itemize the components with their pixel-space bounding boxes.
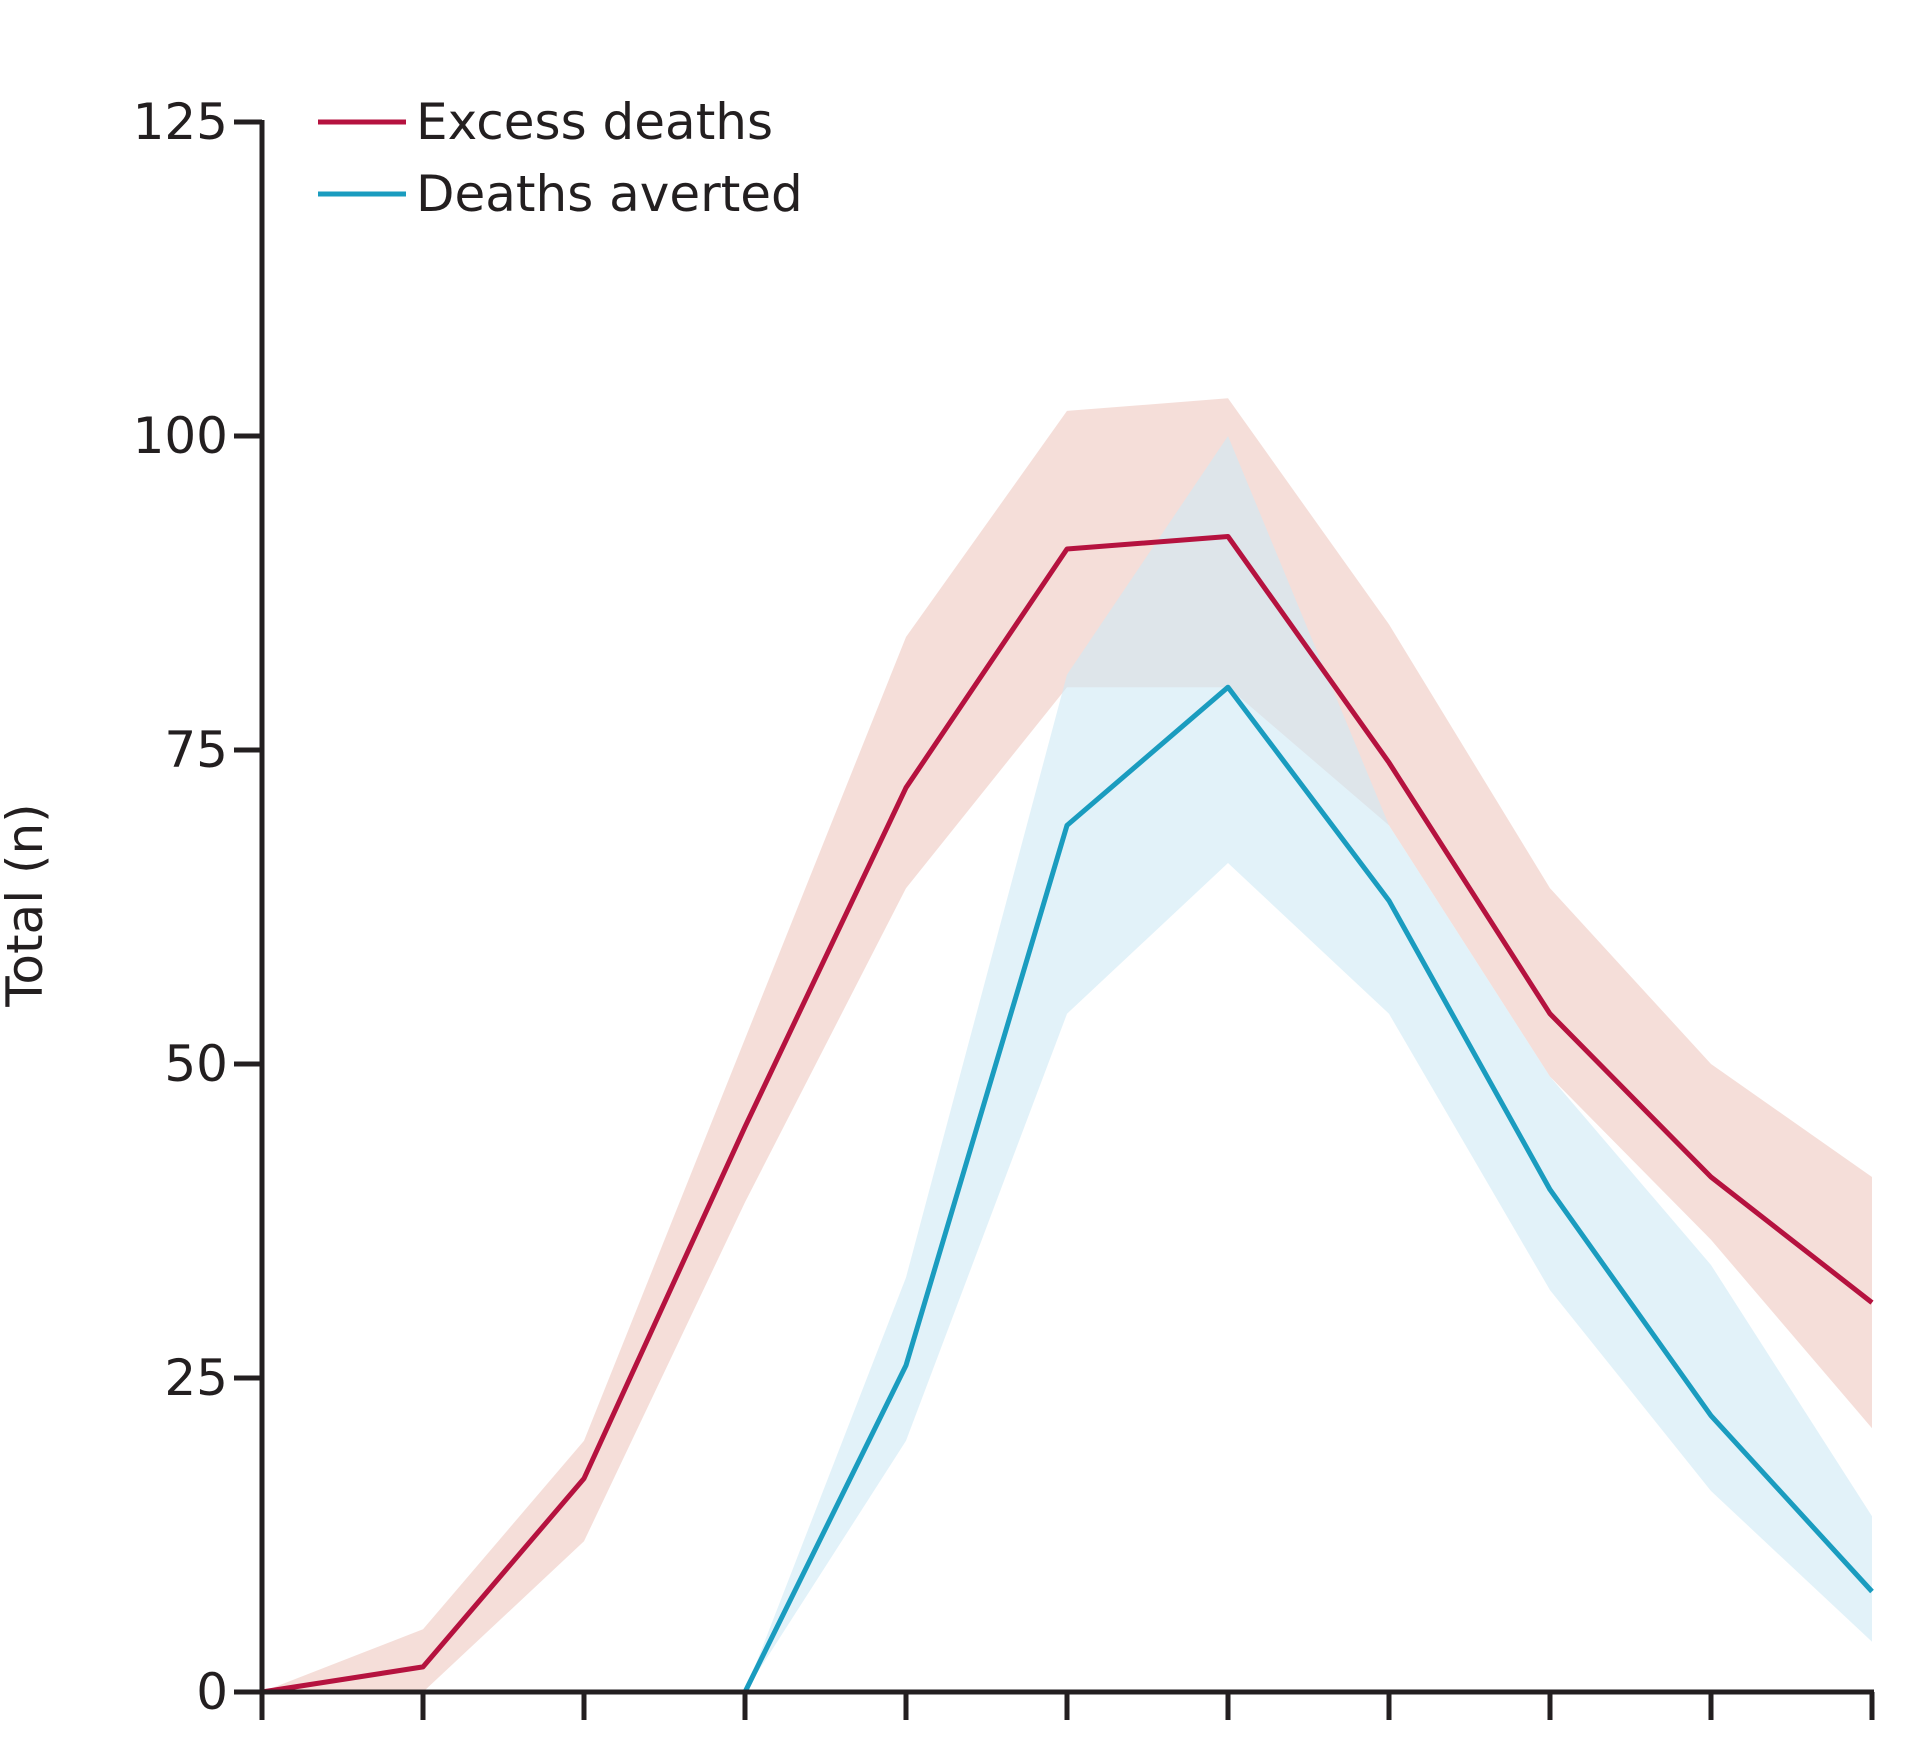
y-tick-label: 0	[196, 1663, 228, 1721]
y-tick-label: 50	[164, 1035, 228, 1093]
y-tick-label: 125	[133, 93, 228, 151]
axes	[234, 119, 1875, 1720]
y-tick-label: 100	[133, 407, 228, 465]
y-axis-title: Total (n)	[0, 803, 54, 1007]
confidence-band-excess-deaths	[262, 398, 1872, 1692]
legend: Excess deaths Deaths averted	[318, 93, 803, 223]
confidence-bands	[262, 398, 1872, 1692]
y-tick-label: 25	[164, 1349, 228, 1407]
legend-label: Deaths averted	[416, 165, 803, 223]
confidence-band-deaths-averted	[262, 436, 1872, 1692]
y-tick-labels: 0 25 50 75 100 125	[133, 93, 228, 1721]
legend-label: Excess deaths	[416, 93, 773, 151]
series-line-excess-deaths	[261, 534, 1874, 1695]
y-tick-label: 75	[164, 721, 228, 779]
